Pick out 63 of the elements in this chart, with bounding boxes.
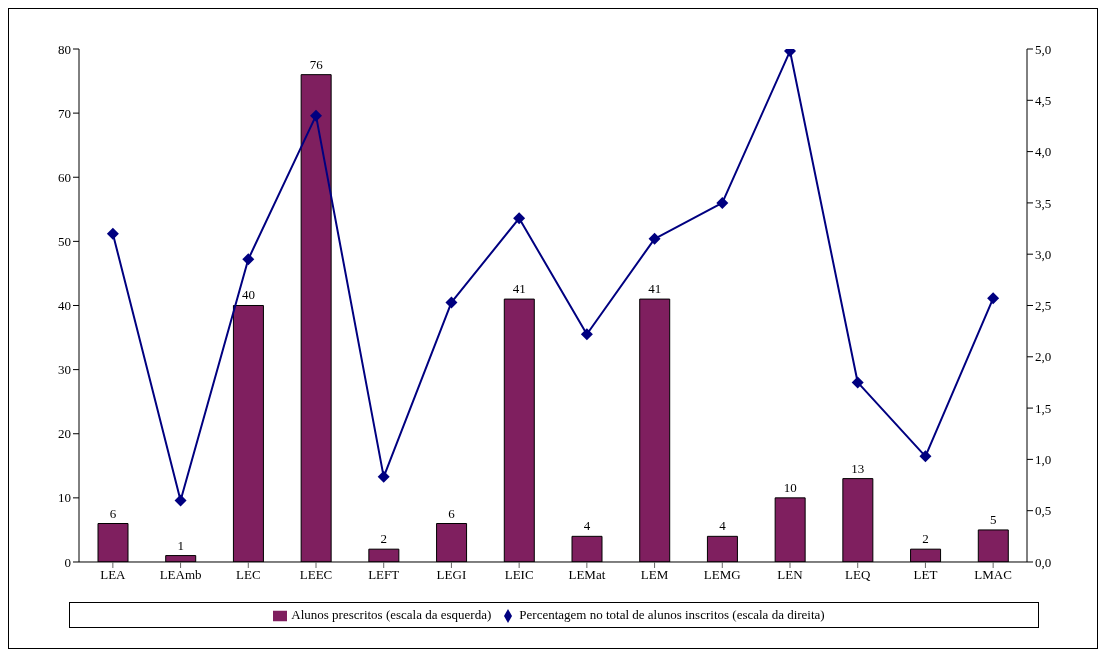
data-label: 2 — [380, 531, 388, 547]
point — [513, 212, 526, 225]
point — [580, 328, 593, 341]
x-tick-label: LMAC — [974, 567, 1012, 583]
y-tick-label: 50 — [58, 233, 71, 249]
point — [851, 376, 864, 389]
data-label: 40 — [241, 287, 255, 303]
x-tick-label: LEA — [100, 567, 127, 583]
data-label: 6 — [448, 505, 456, 521]
y2-tick-label: 0,5 — [1035, 503, 1052, 519]
x-tick-label: LEQ — [845, 567, 871, 583]
data-label: 6 — [109, 505, 117, 521]
x-tick-label: LEEC — [299, 567, 333, 583]
y2-tick-label: 3,5 — [1035, 195, 1052, 211]
point — [716, 196, 729, 209]
data-label: 1 — [177, 537, 184, 553]
x-tick-label: LEMG — [703, 567, 741, 583]
point — [919, 450, 932, 463]
x-tick-label: LEN — [777, 567, 804, 583]
y-tick-label: 60 — [58, 169, 71, 185]
point — [106, 227, 119, 240]
x-tick-label: LET — [913, 567, 938, 583]
point — [987, 292, 1000, 305]
x-tick-label: LEFT — [368, 567, 400, 583]
y2-tick-label: 4,0 — [1035, 144, 1052, 160]
x-tick-label: LEIC — [504, 567, 534, 583]
x-tick-label: LEMat — [568, 567, 606, 583]
x-tick-label: LEGI — [436, 567, 467, 583]
x-tick-label: LEM — [640, 567, 669, 583]
y-tick-label: 30 — [58, 362, 71, 378]
y2-tick-label: 4,5 — [1035, 92, 1052, 108]
x-tick-label: LEAmb — [159, 567, 202, 583]
data-label: 2 — [922, 531, 929, 547]
data-label: 76 — [309, 56, 324, 72]
y2-tick-label: 2,5 — [1035, 298, 1052, 314]
data-label: 4 — [719, 518, 727, 534]
data-label: 41 — [648, 281, 662, 297]
point — [377, 470, 390, 483]
y2-tick-label: 5,0 — [1035, 41, 1052, 57]
point — [174, 494, 187, 507]
y-tick-label: 10 — [58, 490, 71, 506]
y-tick-label: 40 — [58, 298, 71, 314]
data-label: 4 — [583, 518, 591, 534]
point — [445, 296, 458, 309]
point — [310, 109, 322, 122]
y-tick-label: 0 — [64, 554, 71, 570]
y2-tick-label: 1,5 — [1035, 400, 1052, 416]
legend-label: Percentagem no total de alunos inscritos (escala da direita) — [519, 606, 825, 622]
data-label: 10 — [783, 479, 797, 495]
y2-tick-label: 0,0 — [1035, 554, 1052, 570]
legend-label: Alunos prescritos (escala da esquerda) — [291, 606, 492, 622]
y-tick-label: 70 — [58, 105, 71, 121]
data-label: 13 — [851, 460, 865, 476]
x-tick-label: LEC — [236, 567, 261, 583]
y-tick-label: 20 — [58, 426, 71, 442]
point — [648, 232, 661, 245]
data-label: 5 — [990, 511, 997, 527]
y2-tick-label: 3,0 — [1035, 246, 1052, 262]
data-label: 41 — [512, 281, 526, 297]
y2-tick-label: 2,0 — [1035, 349, 1052, 365]
point — [242, 253, 255, 266]
y-tick-label: 80 — [58, 41, 71, 57]
y2-tick-label: 1,0 — [1035, 452, 1052, 467]
